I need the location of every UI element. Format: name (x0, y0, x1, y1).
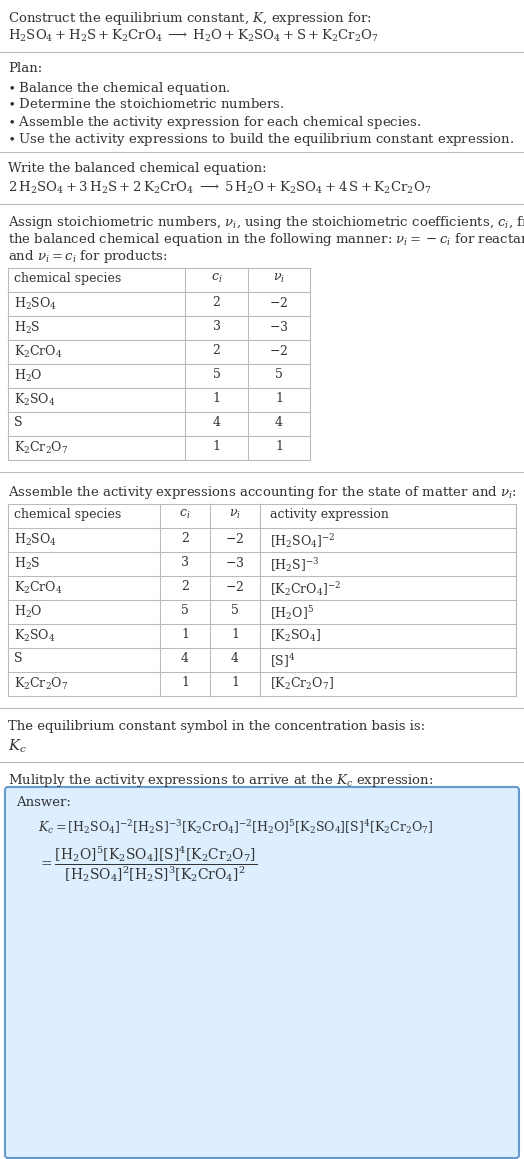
Text: $[\mathrm{K_2SO_4}]$: $[\mathrm{K_2SO_4}]$ (270, 628, 321, 644)
Text: $[\mathrm{S}]^{4}$: $[\mathrm{S}]^{4}$ (270, 653, 296, 670)
Text: $\mathrm{K_2Cr_2O_7}$: $\mathrm{K_2Cr_2O_7}$ (14, 440, 68, 457)
Text: $K_c = [\mathrm{H_2SO_4}]^{-2}[\mathrm{H_2S}]^{-3}[\mathrm{K_2CrO_4}]^{-2}[\math: $K_c = [\mathrm{H_2SO_4}]^{-2}[\mathrm{H… (38, 818, 433, 836)
Text: Assemble the activity expressions accounting for the state of matter and $\nu_i$: Assemble the activity expressions accoun… (8, 484, 517, 501)
Text: $\mathrm{K_2CrO_4}$: $\mathrm{K_2CrO_4}$ (14, 580, 62, 596)
Text: $\nu_i$: $\nu_i$ (273, 272, 285, 285)
Text: Answer:: Answer: (16, 796, 71, 809)
Text: 2: 2 (181, 580, 189, 593)
Text: $\bullet$ Use the activity expressions to build the equilibrium constant express: $\bullet$ Use the activity expressions t… (8, 131, 515, 148)
Text: 1: 1 (275, 440, 283, 453)
Text: 5: 5 (275, 369, 283, 381)
Text: S: S (14, 416, 23, 429)
Text: 4: 4 (275, 416, 283, 429)
Text: $c_i$: $c_i$ (211, 272, 222, 285)
Text: Plan:: Plan: (8, 61, 42, 75)
Text: $\mathrm{H_2S}$: $\mathrm{H_2S}$ (14, 556, 40, 573)
Text: The equilibrium constant symbol in the concentration basis is:: The equilibrium constant symbol in the c… (8, 720, 425, 732)
Text: $\bullet$ Assemble the activity expression for each chemical species.: $\bullet$ Assemble the activity expressi… (8, 114, 421, 131)
Text: $\mathrm{H_2SO_4}$: $\mathrm{H_2SO_4}$ (14, 296, 57, 312)
Text: $\mathrm{H_2S}$: $\mathrm{H_2S}$ (14, 320, 40, 336)
Text: 1: 1 (181, 628, 189, 641)
Text: $\mathrm{H_2SO_4}$: $\mathrm{H_2SO_4}$ (14, 532, 57, 548)
Text: $-2$: $-2$ (225, 580, 245, 595)
Text: 1: 1 (213, 440, 221, 453)
Text: $\bullet$ Determine the stoichiometric numbers.: $\bullet$ Determine the stoichiometric n… (8, 97, 285, 111)
Text: $\mathrm{H_2O}$: $\mathrm{H_2O}$ (14, 604, 42, 620)
Text: 1: 1 (275, 392, 283, 404)
Text: Write the balanced chemical equation:: Write the balanced chemical equation: (8, 162, 267, 175)
Text: $\mathrm{H_2SO_4 + H_2S + K_2CrO_4 \;\longrightarrow\; H_2O + K_2SO_4 + S + K_2C: $\mathrm{H_2SO_4 + H_2S + K_2CrO_4 \;\lo… (8, 28, 379, 44)
Text: 2: 2 (213, 344, 221, 357)
Text: 4: 4 (213, 416, 221, 429)
Text: 3: 3 (181, 556, 189, 569)
Text: 2: 2 (213, 296, 221, 309)
Text: 4: 4 (231, 653, 239, 665)
FancyBboxPatch shape (5, 787, 519, 1158)
Text: the balanced chemical equation in the following manner: $\nu_i = -c_i$ for react: the balanced chemical equation in the fo… (8, 231, 524, 248)
Text: $-3$: $-3$ (269, 320, 289, 334)
Text: Assign stoichiometric numbers, $\nu_i$, using the stoichiometric coefficients, $: Assign stoichiometric numbers, $\nu_i$, … (8, 214, 524, 231)
Text: Construct the equilibrium constant, $K$, expression for:: Construct the equilibrium constant, $K$,… (8, 10, 372, 27)
Text: Mulitply the activity expressions to arrive at the $K_c$ expression:: Mulitply the activity expressions to arr… (8, 772, 433, 789)
Text: 2: 2 (181, 532, 189, 545)
Text: $[\mathrm{K_2Cr_2O_7}]$: $[\mathrm{K_2Cr_2O_7}]$ (270, 676, 334, 692)
Text: 1: 1 (231, 628, 239, 641)
Text: $[\mathrm{H_2O}]^{5}$: $[\mathrm{H_2O}]^{5}$ (270, 604, 314, 622)
Text: $\mathrm{K_2Cr_2O_7}$: $\mathrm{K_2Cr_2O_7}$ (14, 676, 68, 692)
Text: $\mathrm{H_2O}$: $\mathrm{H_2O}$ (14, 369, 42, 384)
Text: 3: 3 (213, 320, 221, 333)
Text: $[\mathrm{H_2S}]^{-3}$: $[\mathrm{H_2S}]^{-3}$ (270, 556, 320, 574)
Text: $K_c$: $K_c$ (8, 738, 27, 756)
Text: $\bullet$ Balance the chemical equation.: $\bullet$ Balance the chemical equation. (8, 80, 231, 97)
Text: 5: 5 (231, 604, 239, 617)
Text: 1: 1 (181, 676, 189, 688)
Text: $-2$: $-2$ (269, 296, 289, 309)
Text: $-3$: $-3$ (225, 556, 245, 570)
Text: and $\nu_i = c_i$ for products:: and $\nu_i = c_i$ for products: (8, 248, 168, 265)
Text: $[\mathrm{H_2SO_4}]^{-2}$: $[\mathrm{H_2SO_4}]^{-2}$ (270, 532, 336, 551)
Text: $\mathrm{K_2CrO_4}$: $\mathrm{K_2CrO_4}$ (14, 344, 62, 360)
Text: activity expression: activity expression (270, 508, 389, 522)
Text: chemical species: chemical species (14, 508, 121, 522)
Text: $\nu_i$: $\nu_i$ (229, 508, 241, 522)
Text: 1: 1 (213, 392, 221, 404)
Text: $\mathrm{K_2SO_4}$: $\mathrm{K_2SO_4}$ (14, 628, 56, 644)
Text: $= \dfrac{[\mathrm{H_2O}]^5[\mathrm{K_2SO_4}][\mathrm{S}]^4[\mathrm{K_2Cr_2O_7}]: $= \dfrac{[\mathrm{H_2O}]^5[\mathrm{K_2S… (38, 844, 257, 884)
Text: 5: 5 (181, 604, 189, 617)
Text: 4: 4 (181, 653, 189, 665)
Text: S: S (14, 653, 23, 665)
Text: $\mathrm{2\,H_2SO_4 + 3\,H_2S + 2\,K_2CrO_4 \;\longrightarrow\; 5\,H_2O + K_2SO_: $\mathrm{2\,H_2SO_4 + 3\,H_2S + 2\,K_2Cr… (8, 180, 431, 196)
Text: 5: 5 (213, 369, 221, 381)
Text: $-2$: $-2$ (269, 344, 289, 358)
Text: $-2$: $-2$ (225, 532, 245, 546)
Text: 1: 1 (231, 676, 239, 688)
Text: $[\mathrm{K_2CrO_4}]^{-2}$: $[\mathrm{K_2CrO_4}]^{-2}$ (270, 580, 341, 598)
Text: chemical species: chemical species (14, 272, 121, 285)
Text: $c_i$: $c_i$ (179, 508, 191, 522)
Text: $\mathrm{K_2SO_4}$: $\mathrm{K_2SO_4}$ (14, 392, 56, 408)
